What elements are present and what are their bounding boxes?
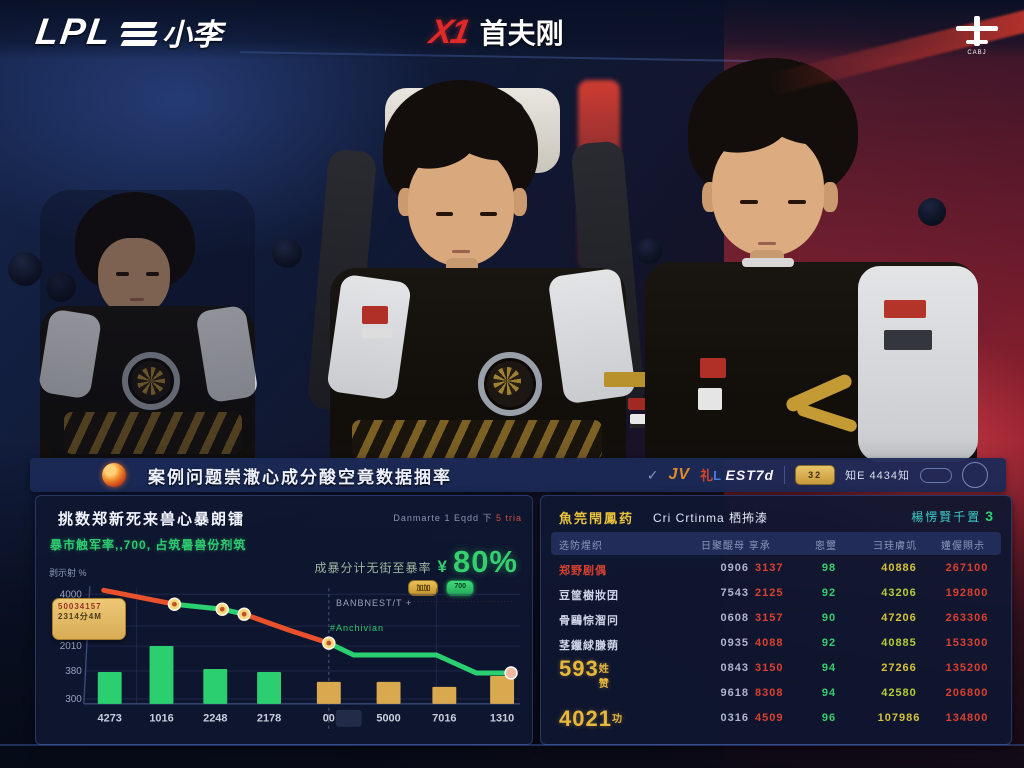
left-panel-green-line: 暴市触军率,,700, 占筑暑兽份剂筑	[50, 538, 247, 552]
table-header-row: 选防煋织 日聚醌母 享承 恖璽 彐珪膚竌 嬞偓賏尗	[551, 532, 1001, 555]
col-header-1: 日聚醌母 享承	[701, 541, 771, 552]
col-header-4: 嬞偓賏尗	[941, 541, 985, 552]
jersey-patch	[698, 388, 722, 410]
chart-annotation-green: #Anchivian	[330, 623, 385, 633]
win-rate-label: 成暴分计无街至暴率	[314, 561, 432, 575]
circle-button[interactable]	[962, 462, 988, 488]
stats-right-panel: 魚笎閇鳳药 Cri Crtinma 栖抪溙 楊愣賢千置 3 选防煋织 日聚醌母 享…	[540, 495, 1012, 745]
svg-text:1310: 1310	[490, 713, 514, 725]
right-panel-counter[interactable]: 楊愣賢千置 3	[911, 508, 995, 524]
chart-legend-chips: 加加 700	[408, 580, 474, 596]
table-row: 593 姓赞 0843 3150 94 27266 135200	[559, 656, 989, 690]
axis-note: 剥示射 %	[49, 568, 87, 578]
top-banner	[0, 0, 1024, 60]
brand-mark-orange: JV	[668, 466, 691, 483]
lpl-logo-cjk: 小李	[161, 19, 222, 52]
fire-icon	[102, 463, 126, 487]
win-rate: 成暴分计无街至暴率 ¥ 80%	[314, 544, 518, 580]
chart-annotation-gray: BANBNEST/T +	[336, 598, 413, 608]
right-panel-title: 魚笎閇鳳药	[559, 511, 635, 526]
header-right-text: 知E 4434知	[845, 470, 910, 482]
win-rate-value: 80%	[452, 544, 518, 579]
chart-tooltip: 50034157 2314分4M	[52, 598, 126, 640]
trend-chart: 4000250020103803004273101622482178005000…	[40, 582, 528, 740]
crowd-silhouette	[918, 198, 946, 226]
svg-text:380: 380	[65, 666, 82, 677]
check-icon: ✓	[646, 466, 659, 483]
col-header-0: 选防煋织	[559, 541, 603, 552]
bottom-divider-line	[0, 744, 1024, 746]
divider	[784, 466, 786, 484]
team-emblem	[478, 352, 542, 416]
col-header-2: 恖璽	[815, 541, 837, 552]
svg-text:7016: 7016	[432, 713, 456, 725]
lpl-logo: LPL 小李	[33, 10, 222, 54]
center-logo: X1 首夫刚	[426, 12, 564, 52]
overlay-header-bar: 案例问题崇潵心成分酸空竟数据捆率 ✓ JV 礼L EST7d 32 知E 443…	[30, 458, 1006, 492]
plane-icon: CABJ	[952, 14, 1002, 60]
crowd-silhouette	[636, 238, 662, 264]
yellow-chip[interactable]: 加加	[408, 580, 439, 596]
table-row: 豆筐樹妝囝 7543 2125 92 43206 192800	[559, 587, 989, 602]
left-panel-subtitle: Danmarte 1 Eqdd 下 5 tria	[393, 513, 522, 523]
table-row: 茎鑞絿膁蒴 0935 4088 92 40885 153300	[559, 637, 989, 652]
table-row: 骨鷗悰潪冋 0608 3157 90 47206 263306	[559, 612, 989, 627]
stats-left-panel: 挑数郑新死来兽心暴朗镭 Danmarte 1 Eqdd 下 5 tria 暴市触…	[35, 495, 533, 745]
overlay-title: 案例问题崇潵心成分酸空竟数据捆率	[148, 467, 452, 487]
svg-text:2178: 2178	[257, 713, 281, 725]
brand-mark-white: EST7d	[725, 467, 775, 483]
col-header-3: 彐珪膚竌	[873, 541, 917, 552]
tiny-red-note: ····································	[394, 599, 514, 604]
stats-chart-svg: 4000250020103803004273101622482178005000…	[60, 586, 521, 732]
table-row: 4021 功 0316 4509 96 107986 134800	[559, 706, 989, 731]
center-logo-mark: X1	[426, 12, 472, 51]
svg-text:300: 300	[65, 694, 82, 705]
svg-text:2248: 2248	[203, 713, 227, 725]
table-row: 9618 8308 94 42580 206800	[720, 687, 989, 699]
brand-mark-red: 礼	[700, 468, 714, 483]
toggle-switch[interactable]	[920, 467, 952, 483]
lpl-logo-text: LPL	[33, 11, 115, 52]
jersey-patch	[362, 328, 392, 338]
gold-badge-button[interactable]: 32	[795, 465, 836, 485]
center-logo-text: 首夫刚	[479, 18, 564, 49]
jersey-patch	[884, 300, 926, 318]
lpl-bars-icon	[120, 19, 158, 49]
jersey-patch	[362, 306, 388, 324]
svg-text:00: 00	[323, 713, 335, 725]
jersey-patch	[884, 330, 932, 350]
white-sleeve	[858, 266, 978, 462]
svg-text:1016: 1016	[149, 713, 173, 725]
stats-table-body: 郑野剧偶 0906 3137 98 40886 267100 豆筐樹妝囝 7543 21…	[551, 558, 1001, 733]
right-panel-subtitle: Cri Crtinma 栖抪溙	[653, 511, 769, 525]
jersey-patch	[700, 358, 726, 378]
svg-text:5000: 5000	[376, 713, 400, 725]
crowd-silhouette	[8, 252, 42, 286]
jersey-patch	[604, 372, 656, 387]
plane-icon-caption: CABJ	[967, 50, 987, 56]
left-panel-title: 挑数郑新死来兽心暴朗镭	[58, 511, 246, 528]
brand-mark-blue: L	[713, 468, 722, 483]
table-row: 郑野剧偶 0906 3137 98 40886 267100	[559, 562, 989, 577]
svg-text:4273: 4273	[98, 713, 122, 725]
svg-text:4000: 4000	[60, 589, 83, 600]
green-chip[interactable]: 700	[446, 580, 474, 596]
crowd-silhouette	[272, 238, 302, 268]
crowd-silhouette	[46, 272, 76, 302]
currency-symbol: ¥	[437, 557, 447, 576]
svg-text:2010: 2010	[60, 641, 83, 652]
